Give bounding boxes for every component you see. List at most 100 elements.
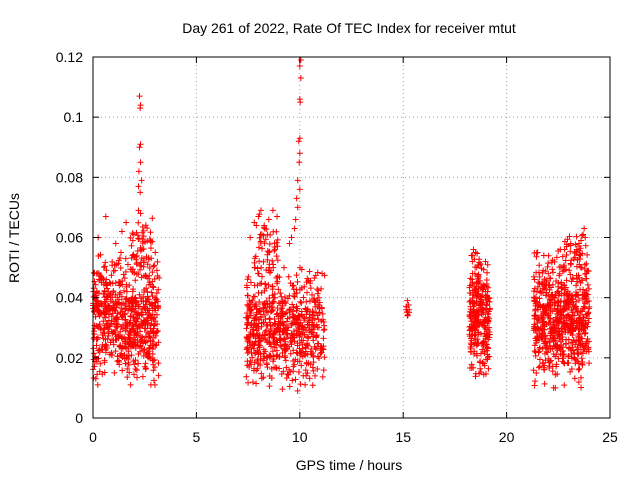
data-point <box>576 261 583 268</box>
data-point <box>531 313 538 320</box>
data-point <box>139 321 146 328</box>
data-point <box>97 273 104 280</box>
data-point <box>303 342 310 349</box>
data-point <box>112 307 119 314</box>
data-point <box>304 308 311 315</box>
data-point <box>576 255 583 262</box>
data-point <box>268 375 275 382</box>
data-point <box>575 292 582 299</box>
data-point <box>583 293 590 300</box>
data-point <box>151 364 158 371</box>
data-point <box>535 306 542 313</box>
data-point <box>94 381 101 388</box>
data-point <box>573 291 580 298</box>
data-point <box>310 326 317 333</box>
data-point <box>474 323 481 330</box>
data-point <box>549 308 556 315</box>
data-point <box>138 177 145 184</box>
data-point <box>312 372 319 379</box>
data-point <box>274 257 281 264</box>
data-point <box>307 361 314 368</box>
data-point <box>481 360 488 367</box>
data-point <box>545 260 552 267</box>
data-point <box>258 370 265 377</box>
data-point <box>135 323 142 330</box>
data-point <box>311 343 318 350</box>
data-point <box>546 365 553 372</box>
y-tick-label: 0.08 <box>56 169 83 185</box>
data-point <box>114 358 121 365</box>
data-point <box>102 341 109 348</box>
data-point <box>282 357 289 364</box>
data-point <box>128 306 135 313</box>
data-point <box>479 346 486 353</box>
data-point <box>580 286 587 293</box>
data-point <box>531 298 538 305</box>
data-point <box>263 360 270 367</box>
data-point <box>146 235 153 242</box>
data-point <box>477 331 484 338</box>
data-point <box>470 283 477 290</box>
data-point <box>572 254 579 261</box>
data-point <box>131 317 138 324</box>
data-point <box>108 313 115 320</box>
data-point <box>315 324 322 331</box>
data-point <box>252 338 259 345</box>
data-point <box>140 347 147 354</box>
data-point <box>546 296 553 303</box>
data-point <box>251 303 258 310</box>
data-point <box>300 337 307 344</box>
data-point <box>575 330 582 337</box>
data-point <box>576 365 583 372</box>
data-point <box>93 356 100 363</box>
data-point <box>469 279 476 286</box>
data-point <box>530 288 537 295</box>
data-point <box>585 309 592 316</box>
y-tick-label: 0.04 <box>56 290 83 306</box>
data-point <box>533 253 540 260</box>
data-point <box>541 380 548 387</box>
data-point <box>244 284 251 291</box>
data-point <box>106 292 113 299</box>
data-point <box>146 272 153 279</box>
data-point <box>255 332 262 339</box>
data-point <box>262 316 269 323</box>
data-point <box>582 242 589 249</box>
data-point <box>579 350 586 357</box>
data-point <box>294 177 301 184</box>
data-point <box>306 268 313 275</box>
data-point <box>92 313 99 320</box>
data-point <box>561 246 568 253</box>
data-point <box>478 300 485 307</box>
data-point <box>146 350 153 357</box>
data-point <box>95 307 102 314</box>
data-point <box>265 281 272 288</box>
data-point <box>568 327 575 334</box>
data-point <box>291 315 298 322</box>
data-point <box>135 236 142 243</box>
data-point <box>476 359 483 366</box>
data-point <box>541 281 548 288</box>
data-point <box>109 258 116 265</box>
data-point <box>547 302 554 309</box>
data-point <box>472 249 479 256</box>
data-point <box>283 374 290 381</box>
data-point <box>141 363 148 370</box>
data-point <box>531 297 538 304</box>
data-point <box>578 321 585 328</box>
data-point <box>110 304 117 311</box>
data-point <box>265 249 272 256</box>
data-point <box>551 335 558 342</box>
data-point <box>274 236 281 243</box>
data-point <box>280 319 287 326</box>
data-point <box>472 309 479 316</box>
data-point <box>127 313 134 320</box>
data-point <box>569 296 576 303</box>
data-point <box>485 284 492 291</box>
data-point <box>307 280 314 287</box>
data-point <box>123 219 130 226</box>
data-point <box>140 352 147 359</box>
data-point <box>566 267 573 274</box>
data-point <box>254 347 261 354</box>
data-point <box>116 282 123 289</box>
